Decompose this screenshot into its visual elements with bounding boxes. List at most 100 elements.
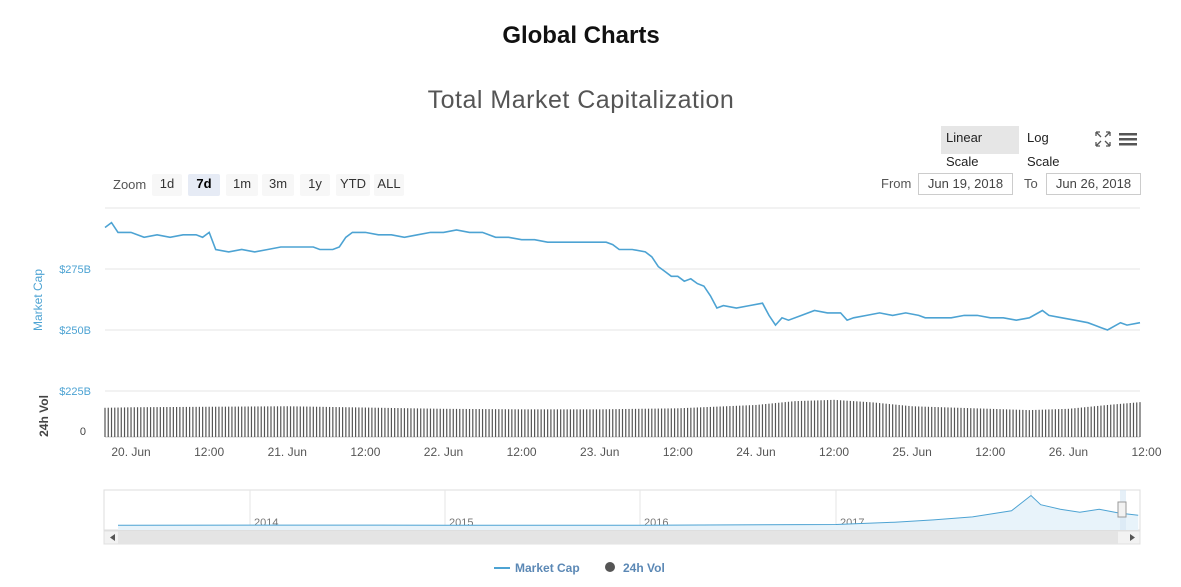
- zoom-button-all[interactable]: ALL: [374, 174, 404, 196]
- volume-bar: [700, 407, 702, 437]
- volume-bar: [140, 407, 142, 437]
- volume-bar: [963, 407, 965, 437]
- to-label: To: [1024, 176, 1038, 191]
- scrollbar-thumb[interactable]: [118, 531, 1118, 544]
- volume-bar: [176, 406, 178, 437]
- volume-bar: [442, 408, 445, 437]
- volume-bar: [947, 407, 949, 437]
- hamburger-menu-icon[interactable]: [1118, 130, 1138, 148]
- volume-bar: [494, 409, 497, 437]
- zoom-button-1y[interactable]: 1y: [300, 174, 330, 196]
- x-tick-label: 20. Jun: [111, 445, 150, 459]
- volume-bar: [618, 409, 620, 437]
- volume-bar: [859, 401, 861, 437]
- volume-bar: [778, 402, 780, 437]
- volume-bar: [641, 408, 643, 437]
- volume-bar: [573, 409, 575, 437]
- volume-bar: [1136, 402, 1138, 437]
- zoom-button-1m[interactable]: 1m: [226, 174, 258, 196]
- volume-bar: [267, 406, 269, 437]
- volume-bar: [335, 407, 337, 437]
- volume-bar: [543, 409, 545, 437]
- volume-bar: [657, 408, 659, 437]
- volume-bar: [1028, 410, 1030, 437]
- volume-bar: [182, 406, 184, 437]
- volume-bar: [553, 409, 555, 437]
- volume-bar: [1129, 402, 1131, 437]
- volume-bar: [198, 406, 200, 437]
- volume-bar: [400, 408, 402, 437]
- from-date-input[interactable]: Jun 19, 2018: [918, 173, 1013, 195]
- volume-bar: [501, 409, 503, 437]
- volume-bar: [465, 408, 467, 437]
- zoom-button-ytd[interactable]: YTD: [336, 174, 370, 196]
- volume-bar: [957, 407, 959, 437]
- volume-bar: [455, 408, 458, 437]
- volume-bar: [436, 408, 438, 437]
- volume-bar: [143, 407, 145, 437]
- x-tick-label: 26. Jun: [1049, 445, 1088, 459]
- volume-bar: [250, 406, 253, 437]
- volume-bar: [768, 403, 770, 437]
- scroll-right-icon[interactable]: [1130, 534, 1135, 541]
- volume-bar: [830, 399, 832, 437]
- log-scale-button[interactable]: Log Scale: [1027, 130, 1060, 169]
- volume-bar: [823, 400, 825, 437]
- volume-bar: [247, 406, 249, 437]
- legend-market-cap-label[interactable]: Market Cap: [515, 561, 580, 575]
- volume-bar: [921, 406, 923, 437]
- volume-bar: [1139, 402, 1141, 437]
- volume-bar: [1080, 407, 1083, 437]
- volume-bar: [485, 409, 487, 437]
- volume-bar: [1119, 403, 1122, 437]
- volume-bar: [524, 409, 526, 437]
- volume-bar: [325, 406, 327, 437]
- volume-bar: [123, 407, 126, 437]
- volume-bar: [794, 401, 796, 437]
- zoom-button-3m[interactable]: 3m: [262, 174, 294, 196]
- volume-bar: [1038, 409, 1040, 437]
- fullscreen-icon[interactable]: [1093, 130, 1113, 148]
- volume-bar: [260, 406, 262, 437]
- volume-bar: [534, 409, 536, 437]
- volume-bar: [231, 406, 233, 437]
- scroll-left-icon[interactable]: [110, 534, 115, 541]
- volume-bar: [1074, 408, 1076, 437]
- volume-bar: [979, 408, 982, 437]
- volume-bar: [263, 406, 266, 437]
- volume-bar: [810, 400, 812, 437]
- volume-bar: [560, 409, 562, 437]
- volume-bar: [156, 407, 158, 437]
- volume-bar: [1045, 409, 1047, 437]
- volume-bar: [228, 406, 230, 437]
- volume-bar: [1084, 407, 1086, 437]
- linear-scale-button[interactable]: Linear Scale: [941, 126, 1019, 169]
- volume-bar: [218, 406, 220, 437]
- volume-bar: [852, 401, 855, 437]
- legend-volume-label[interactable]: 24h Vol: [623, 561, 665, 575]
- volume-bar: [973, 408, 975, 437]
- volume-bar: [390, 407, 393, 437]
- zoom-button-1d[interactable]: 1d: [152, 174, 182, 196]
- volume-bar: [540, 409, 542, 437]
- volume-bar: [107, 407, 109, 437]
- volume-bar: [817, 400, 819, 437]
- volume-bar: [992, 408, 995, 437]
- volume-bar: [1067, 408, 1069, 437]
- volume-bar: [638, 408, 640, 437]
- zoom-button-7d[interactable]: 7d: [188, 174, 220, 196]
- volume-bar: [420, 408, 422, 437]
- volume-bar: [1015, 409, 1017, 437]
- volume-bar: [839, 400, 842, 437]
- volume-bar: [423, 408, 425, 437]
- volume-bar: [211, 406, 214, 437]
- volume-bar: [1041, 409, 1043, 437]
- volume-bar: [1071, 408, 1073, 437]
- volume-bar: [127, 407, 129, 437]
- volume-bars: [104, 399, 1141, 437]
- volume-bar: [869, 402, 871, 437]
- to-date-input[interactable]: Jun 26, 2018: [1046, 173, 1141, 195]
- volume-bar: [166, 407, 168, 437]
- volume-bar: [312, 406, 314, 437]
- navigator-handle[interactable]: [1117, 501, 1127, 518]
